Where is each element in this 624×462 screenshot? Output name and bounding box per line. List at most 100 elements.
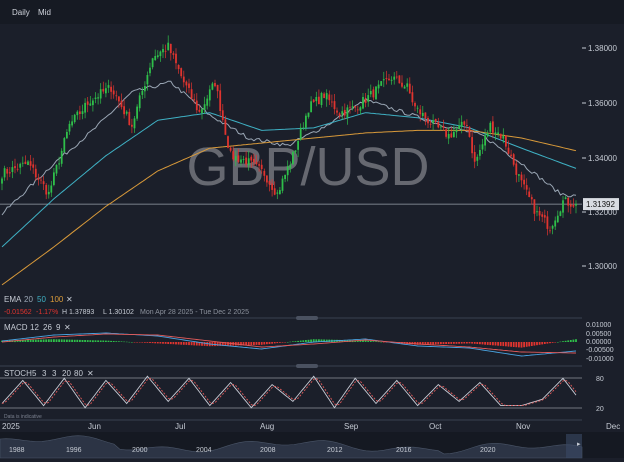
candle-up: [47, 191, 50, 195]
macd-histogram-bar: [343, 340, 346, 342]
candle-down: [79, 111, 81, 114]
candle-up: [21, 162, 24, 164]
navigator-label: 2008: [260, 447, 276, 454]
price-panel[interactable]: [0, 24, 582, 290]
candle-down: [471, 137, 473, 154]
macd-histogram-bar: [284, 342, 286, 343]
close-icon[interactable]: ✕: [87, 369, 94, 378]
stoch-legend-oversold: 20: [62, 369, 71, 378]
macd-histogram-bar: [198, 342, 201, 346]
candle-down: [29, 161, 32, 166]
macd-histogram-bar: [79, 339, 81, 342]
macd-histogram-bar: [266, 342, 268, 345]
macd-legend[interactable]: MACD 12 26 9 ✕: [4, 323, 71, 332]
macd-histogram-bar: [471, 342, 473, 344]
candle-down: [541, 214, 544, 217]
macd-histogram-bar: [19, 340, 22, 342]
macd-histogram-bar: [216, 342, 219, 346]
macd-histogram-bar: [76, 339, 79, 342]
stoch-legend[interactable]: STOCH 5 3 3 20 80 ✕: [4, 369, 94, 378]
macd-histogram-bar: [356, 340, 359, 342]
ema-legend[interactable]: EMA 20 50 100 ✕: [4, 295, 73, 304]
candle-down: [463, 121, 466, 125]
macd-histogram-bar: [3, 340, 6, 342]
macd-histogram-bar: [549, 342, 551, 344]
panel-resize-handle[interactable]: [296, 364, 318, 368]
candle-down: [356, 109, 359, 111]
macd-histogram-bar: [489, 342, 492, 346]
macd-histogram-bar: [32, 339, 35, 342]
navigator-right-arrow-icon[interactable]: ▸: [577, 441, 581, 448]
navigator-range-selector[interactable]: [566, 434, 582, 458]
candle-up: [141, 91, 144, 95]
close-icon[interactable]: ✕: [66, 295, 73, 304]
time-axis[interactable]: 2025 Jun Jul Aug Sep Oct Nov Dec: [2, 422, 620, 431]
macd-histogram-bar: [523, 342, 525, 348]
price-mode-button[interactable]: Mid: [38, 8, 51, 17]
candle-down: [331, 101, 333, 103]
candle-down: [372, 89, 375, 98]
macd-histogram-bar: [253, 342, 255, 345]
macd-histogram-bar: [227, 342, 229, 346]
candle-down: [221, 110, 224, 120]
navigator-axis: 1988 1996 2000 2004 2008 2012 2016 2020: [9, 447, 496, 454]
macd-histogram-bar: [42, 339, 45, 342]
macd-histogram-bar: [437, 342, 440, 345]
macd-histogram-bar: [102, 340, 105, 342]
candle-down: [530, 197, 533, 200]
candlesticks[interactable]: [1, 35, 577, 236]
interval-button[interactable]: Daily: [12, 8, 30, 17]
candle-down: [182, 76, 185, 83]
macd-histogram-bar: [99, 340, 102, 342]
candle-down: [185, 81, 188, 86]
candle-up: [105, 88, 107, 94]
candle-down: [131, 124, 133, 127]
candle-up: [380, 81, 383, 86]
panel-resize-handle[interactable]: [296, 316, 318, 320]
chart-canvas[interactable]: GBP/USD 1.38000 1.36000 1.34000 1.32000 …: [0, 24, 624, 462]
macd-histogram-bar: [440, 342, 442, 345]
candle-up: [416, 107, 419, 109]
macd-histogram-bar: [551, 342, 554, 343]
candle-down: [388, 78, 390, 81]
macd-axis[interactable]: 0.01000 0.00500 0.00000 -0.00500 -0.0100…: [586, 322, 614, 363]
candle-down: [567, 197, 570, 206]
macd-histogram-bar: [188, 342, 190, 346]
low-value: L 1.30102: [103, 309, 134, 316]
candle-down: [8, 172, 11, 174]
candle-up: [247, 158, 250, 165]
candle-up: [307, 112, 310, 117]
macd-histogram-bar: [128, 341, 131, 343]
candle-down: [408, 83, 411, 94]
stoch-panel[interactable]: [0, 366, 582, 420]
candle-down: [401, 82, 403, 87]
macd-histogram-bar: [315, 339, 318, 342]
close-icon[interactable]: ✕: [64, 323, 71, 332]
macd-histogram-bar: [115, 341, 118, 342]
stoch-legend-title: STOCH: [4, 369, 32, 378]
candle-down: [232, 151, 235, 160]
candle-up: [460, 121, 463, 127]
price-axis[interactable]: 1.38000 1.36000 1.34000 1.32000 1.30000: [582, 44, 617, 271]
macd-histogram-bar: [318, 339, 320, 342]
macd-histogram-bar: [294, 341, 297, 342]
macd-legend-signal: 9: [56, 323, 61, 332]
macd-histogram-bar: [240, 342, 242, 346]
candle-up: [133, 118, 136, 129]
candle-up: [281, 178, 284, 191]
candle-up: [403, 86, 406, 89]
candle-down: [260, 164, 263, 169]
macd-histogram-bar: [382, 342, 385, 343]
macd-histogram-bar: [172, 342, 175, 345]
candle-down: [102, 88, 105, 92]
macd-histogram-bar: [499, 342, 502, 346]
candle-down: [525, 185, 528, 190]
candle-down: [266, 175, 268, 183]
macd-histogram-bar: [190, 342, 193, 346]
candle-down: [434, 119, 437, 122]
candle-up: [297, 141, 299, 150]
macd-histogram-bar: [518, 342, 520, 348]
candle-down: [115, 95, 118, 97]
candle-up: [276, 192, 279, 194]
macd-histogram-bar: [185, 342, 188, 345]
